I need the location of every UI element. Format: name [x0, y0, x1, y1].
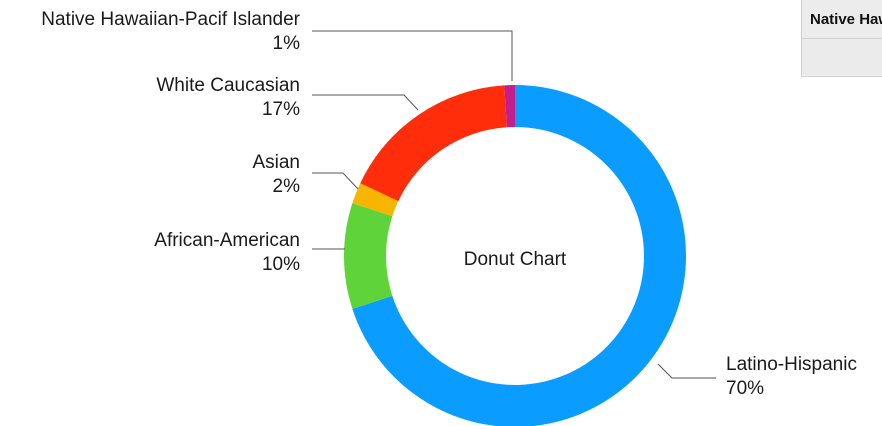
table-header-cell: Native Hawaiian-Pacif Islander: [802, 0, 882, 39]
slice-name-label: Native Hawaiian-Pacif Islander: [41, 9, 300, 30]
slice-percent-label: 17%: [262, 99, 300, 120]
slice-percent-label: 1%: [273, 33, 301, 54]
slice-percent-label: 70%: [726, 378, 764, 399]
leader-line: [312, 172, 359, 190]
slice-name-label: African-American: [154, 230, 300, 251]
leader-line: [312, 30, 513, 81]
slice-name-label: Asian: [252, 152, 300, 173]
slice-name-label: Latino-Hispanic: [726, 354, 857, 375]
donut-center-label: Donut Chart: [464, 249, 567, 270]
leader-line: [657, 363, 716, 379]
slice-percent-label: 2%: [273, 176, 301, 197]
donut-slice-african-american: [344, 203, 393, 309]
table-empty-cell: [802, 39, 882, 75]
slice-name-label: White Caucasian: [156, 75, 300, 96]
slice-percent-label: 10%: [262, 254, 300, 275]
donut-slice-native-hawaiian-pacif-islander: [504, 85, 515, 128]
data-table-fragment: Native Hawaiian-Pacif Islander: [801, 0, 882, 77]
donut-slice-asian: [352, 183, 399, 217]
donut-slice-white-caucasian: [360, 85, 507, 202]
leader-line: [312, 94, 419, 111]
